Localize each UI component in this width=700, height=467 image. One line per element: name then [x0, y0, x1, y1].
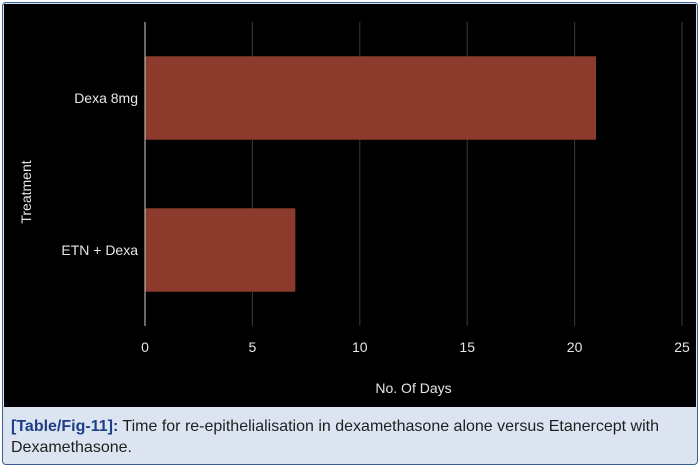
category-label: Dexa 8mg: [74, 90, 138, 106]
x-tick-label: 25: [674, 339, 690, 355]
x-tick-labels: 0 5 10 15 20 25: [141, 339, 690, 355]
bar-chart: 0 5 10 15 20 25 Dexa 8mg ETN + Dexa No. Of Day…: [18, 22, 690, 396]
bar-0: [145, 56, 597, 140]
figure-caption: [Table/Fig-11]: Time for re-epithelialis…: [11, 416, 691, 458]
category-label: ETN + Dexa: [61, 242, 138, 258]
x-axis-title: No. Of Days: [375, 380, 451, 396]
x-tick-label: 5: [249, 339, 257, 355]
chart-panel: 0 5 10 15 20 25 Dexa 8mg ETN + Dexa No. Of Day…: [4, 4, 696, 407]
category-labels: Dexa 8mg ETN + Dexa: [61, 90, 138, 258]
bar-1: [145, 208, 296, 292]
x-tick-label: 0: [141, 339, 149, 355]
x-tick-label: 10: [352, 339, 368, 355]
caption-label: [Table/Fig-11]:: [11, 418, 119, 435]
x-tick-label: 15: [459, 339, 475, 355]
x-tick-label: 20: [567, 339, 583, 355]
y-axis-title: Treatment: [18, 160, 34, 223]
caption-text: Time for re-epithelialisation in dexamet…: [11, 418, 659, 456]
bars: [145, 56, 597, 292]
